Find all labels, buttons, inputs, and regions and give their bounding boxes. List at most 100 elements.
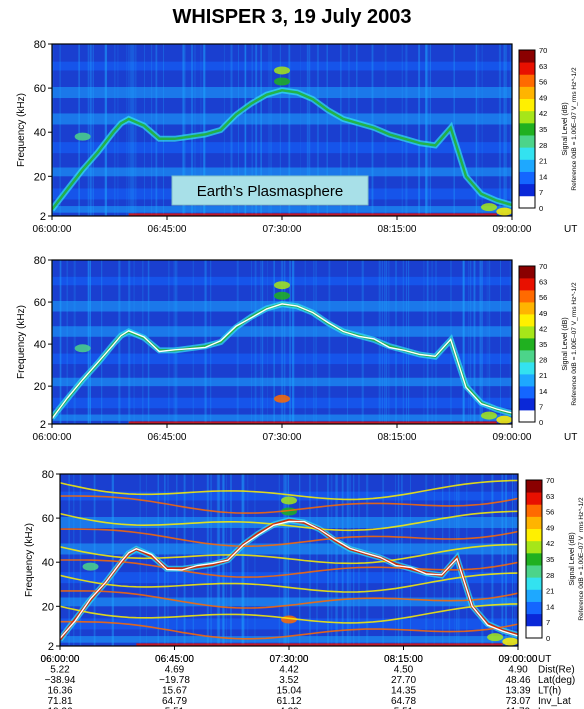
- colorbar-swatch: [519, 110, 535, 124]
- noise-streak: [405, 260, 407, 424]
- noise-streak: [132, 44, 134, 216]
- panel-3: 80 60 40 20 2 Frequency (kHz) 06:00:00 06:45:00…: [24, 469, 584, 709]
- noise-streak: [167, 474, 169, 646]
- noise-streak: [192, 260, 194, 424]
- colorbar-swatch: [526, 577, 542, 590]
- noise-streak: [244, 44, 246, 216]
- colorbar-swatch: [526, 504, 542, 517]
- noise-streak: [204, 260, 207, 424]
- colorbar-swatch: [519, 290, 535, 303]
- noise-streak: [425, 44, 428, 216]
- noise-streak: [89, 260, 91, 424]
- noise-streak: [336, 474, 339, 646]
- noise-streak: [78, 44, 80, 216]
- noise-streak: [366, 474, 369, 646]
- noise-streak: [163, 44, 164, 216]
- colorbar-swatch: [526, 613, 542, 627]
- noise-streak: [481, 260, 483, 424]
- noise-streak: [262, 260, 264, 424]
- noise-streak: [175, 260, 176, 424]
- emission-band: [60, 618, 518, 630]
- x-tick-label: 07:30:00: [263, 432, 302, 443]
- emission-band: [52, 377, 512, 387]
- noise-streak: [339, 44, 342, 216]
- x-axis-unit: UT: [564, 432, 577, 443]
- noise-streak: [466, 474, 468, 646]
- emission-spot: [274, 66, 290, 75]
- noise-streak: [426, 260, 429, 424]
- x-tick-label: 09:00:00: [499, 654, 538, 665]
- noise-streak: [202, 44, 205, 216]
- noise-streak: [433, 474, 436, 646]
- emission-spot: [274, 281, 290, 290]
- noise-streak: [346, 260, 348, 424]
- emission-band: [52, 142, 512, 154]
- ephemeris-table: 06:00:00 06:45:00 07:30:00 08:15:00 09:00:00…: [41, 654, 576, 709]
- noise-streak: [425, 44, 428, 216]
- noise-streak: [284, 474, 288, 646]
- ephemeris-value: 4.50: [394, 665, 414, 676]
- y-tick-label: 60: [34, 297, 46, 309]
- y-axis-label: Frequency (kHz): [16, 305, 27, 379]
- colorbar-swatch: [526, 625, 542, 639]
- noise-streak: [128, 44, 130, 216]
- noise-streak: [133, 260, 135, 424]
- noise-streak: [448, 474, 451, 646]
- noise-streak: [501, 474, 504, 646]
- noise-streak: [182, 44, 185, 216]
- noise-streak: [418, 44, 421, 216]
- noise-streak: [341, 474, 344, 646]
- noise-streak: [326, 44, 328, 216]
- noise-streak: [315, 260, 317, 424]
- noise-streak: [401, 474, 403, 646]
- colorbar-swatch: [519, 183, 535, 197]
- ephemeris-value: 09:00:00: [499, 654, 538, 665]
- harmonic-line: [60, 620, 518, 640]
- colorbar-swatch: [526, 528, 542, 542]
- emission-band: [60, 572, 518, 584]
- noise-streak: [204, 44, 206, 216]
- noise-streak: [300, 44, 301, 216]
- colorbar-tick-label: 21: [539, 371, 547, 380]
- emission-band: [60, 543, 518, 555]
- harmonic-line: [60, 495, 518, 514]
- noise-streak: [247, 474, 249, 646]
- colorbar-label: Signal Level (dB): [562, 317, 569, 370]
- colorbar-swatch: [519, 302, 535, 315]
- ephemeris-value: 71.81: [47, 696, 72, 707]
- noise-streak: [388, 260, 390, 424]
- ephemeris-value: 27.70: [391, 675, 416, 686]
- noise-streak: [361, 260, 364, 424]
- x-tick-label: 06:45:00: [148, 432, 187, 443]
- noise-streak: [128, 260, 131, 424]
- low-frequency-emission: [128, 421, 497, 424]
- ephemeris-value: 3.52: [279, 675, 299, 686]
- colorbar-swatch: [519, 314, 535, 327]
- colorbar-swatch: [526, 552, 542, 566]
- harmonic-line: [60, 603, 518, 624]
- ephemeris-value: 16.36: [47, 686, 72, 697]
- ephemeris-value: 06:45:00: [155, 654, 194, 665]
- noise-streak: [281, 260, 283, 424]
- emission-spot: [481, 203, 497, 212]
- colorbar-swatch: [519, 278, 535, 291]
- emission-spot: [281, 496, 297, 505]
- noise-streak: [401, 44, 403, 216]
- x-tick-label: 08:15:00: [384, 654, 423, 665]
- panel-1: 80 60 40 20 2 Frequency (kHz) 06:00:00 06:45:00…: [16, 39, 578, 235]
- noise-streak: [335, 474, 337, 646]
- noise-streak: [89, 44, 92, 216]
- ephemeris-value: 06:00:00: [41, 654, 80, 665]
- ephemeris-value: −19.78: [159, 675, 190, 686]
- spectrogram-body: [52, 260, 512, 424]
- noise-streak: [481, 474, 484, 646]
- colorbar-tick-label: 56: [539, 293, 547, 302]
- noise-streak: [260, 260, 262, 424]
- noise-streak: [194, 44, 196, 216]
- y-tick-label: 80: [34, 39, 46, 51]
- noise-streak: [112, 474, 114, 646]
- colorbar-tick-label: 56: [539, 78, 547, 87]
- x-tick-label: 09:00:00: [493, 432, 532, 443]
- ephemeris-value: 48.46: [505, 675, 530, 686]
- colorbar-swatch: [519, 135, 535, 148]
